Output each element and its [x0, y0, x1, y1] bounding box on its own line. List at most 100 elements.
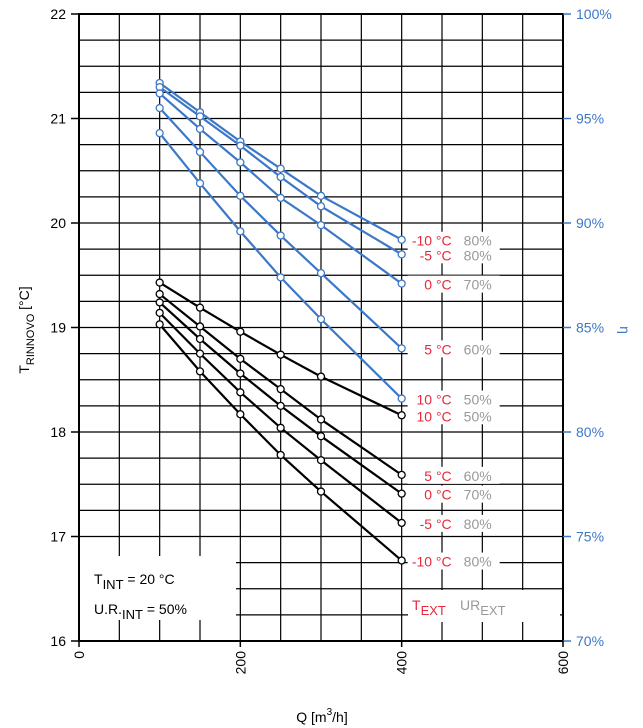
efficiency-point: [397, 394, 406, 403]
series-label-ur-ext: 50%: [464, 408, 492, 424]
y-tick-label: 19: [50, 320, 66, 336]
efficiency-point: [276, 164, 285, 173]
series-label-bg: [407, 466, 500, 484]
series-label-text-ext: 10 °C: [416, 392, 451, 408]
efficiency-point: [397, 279, 406, 288]
legend-text-ext: TEXT: [412, 597, 446, 618]
series-label-text-ext: -10 °C: [412, 233, 452, 249]
series-label-text-ext: 10 °C: [416, 408, 451, 424]
temperature-point: [276, 350, 285, 359]
temperature-point: [276, 450, 285, 460]
temperature-point: [397, 489, 406, 498]
series-label-ur-ext: 60%: [464, 468, 492, 484]
legend-ur-ext: UREXT: [460, 597, 506, 618]
temperature-point: [155, 320, 164, 329]
efficiency-line: [159, 86, 403, 256]
temperature-point: [316, 372, 326, 381]
y-tick-label: 18: [50, 424, 66, 440]
temperature-point: [195, 303, 205, 312]
series-label-bg: [407, 340, 500, 358]
series-label-bg: [407, 231, 500, 249]
annotation-urint: U.R.INT = 50%: [94, 601, 187, 622]
series-label-bg: [407, 552, 500, 570]
temperature-point: [316, 487, 326, 496]
x-tick-label: 400: [394, 651, 410, 675]
temperature-point: [195, 349, 205, 358]
series-label-ur-ext: 60%: [464, 341, 492, 357]
series-label-text-ext: 5 °C: [424, 468, 451, 484]
temperature-line: [158, 312, 403, 524]
y-tick-label: 17: [50, 529, 66, 545]
series-markers: [155, 78, 406, 565]
temperature-point: [316, 415, 326, 424]
efficiency-point: [276, 231, 285, 240]
temperature-point: [155, 308, 164, 318]
efficiency-point: [236, 141, 245, 150]
series-label-bg: [407, 514, 500, 532]
efficiency-point: [276, 172, 285, 182]
efficiency-point: [276, 273, 285, 282]
temperature-point: [236, 388, 245, 397]
temperature-point: [276, 401, 285, 411]
temperature-point: [397, 470, 406, 479]
y2-axis-title: η: [617, 326, 633, 334]
efficiency-point: [397, 344, 406, 353]
efficiency-line: [158, 107, 403, 350]
series-label-bg: [407, 390, 500, 408]
temperature-point: [155, 289, 164, 299]
efficiency-point: [316, 220, 326, 230]
efficiency-point: [236, 191, 245, 200]
efficiency-point: [155, 89, 164, 98]
series-labels: -10 °C 80% -5 °C 80% 0 °C 70% 5 °C 60% 10 °C 50% -…: [407, 231, 500, 570]
series-label-ur-ext: 70%: [464, 487, 492, 503]
series-label-text-ext: -10 °C: [412, 554, 452, 570]
series-label-ur-ext: 80%: [464, 554, 492, 570]
efficiency-point: [316, 314, 326, 324]
efficiency-point: [195, 179, 205, 188]
series-label-bg: [407, 275, 500, 293]
efficiency-line: [158, 92, 403, 285]
temperature-point: [276, 423, 285, 432]
axis-ticks: 16 17 18 19 20 21 22 70% 75% 80% 85% 90% 95% 100% 0 200…: [50, 6, 611, 674]
efficiency-point: [155, 128, 164, 138]
y-tick-label: 21: [50, 111, 66, 127]
efficiency-point: [195, 112, 205, 121]
temperature-point: [397, 411, 406, 420]
efficiency-point: [316, 191, 326, 200]
temperature-point: [155, 298, 164, 307]
temperature-point: [316, 432, 326, 441]
temperature-point: [236, 369, 245, 378]
series-label-bg: [407, 407, 500, 425]
temperature-point: [397, 556, 406, 565]
efficiency-point: [236, 158, 245, 167]
temperature-line: [158, 323, 403, 562]
y2-tick-label: 75%: [576, 529, 604, 545]
y2-tick-label: 95%: [576, 111, 604, 127]
efficiency-point: [195, 124, 205, 134]
series-label-text-ext: 0 °C: [424, 277, 451, 293]
series-label-text-ext: 5 °C: [424, 341, 451, 357]
temperature-point: [397, 518, 406, 528]
temperature-point: [236, 354, 245, 364]
temperature-point: [155, 278, 164, 287]
temperature-point: [276, 385, 285, 394]
annotation-box: TINT = 20 °C U.R.INT = 50%: [80, 556, 236, 622]
y2-tick-label: 85%: [576, 320, 604, 336]
efficiency-point: [195, 147, 205, 157]
y2-tick-label: 90%: [576, 215, 604, 231]
efficiency-point: [316, 202, 326, 211]
x-tick-label: 200: [232, 651, 248, 675]
series-label-bg: [407, 246, 500, 264]
temperature-line: [158, 301, 403, 495]
efficiency-point: [276, 193, 285, 203]
efficiency-line: [159, 82, 403, 241]
temperature-point: [195, 367, 205, 376]
x-tick-label: 0: [71, 651, 87, 659]
temperature-line: [159, 281, 403, 417]
y2-tick-label: 80%: [576, 424, 604, 440]
y-axis-title: TRINNOVO [°C]: [16, 286, 37, 373]
x-tick-label: 600: [555, 651, 571, 675]
y2-tick-label: 100%: [576, 6, 612, 22]
efficiency-point: [316, 269, 326, 278]
